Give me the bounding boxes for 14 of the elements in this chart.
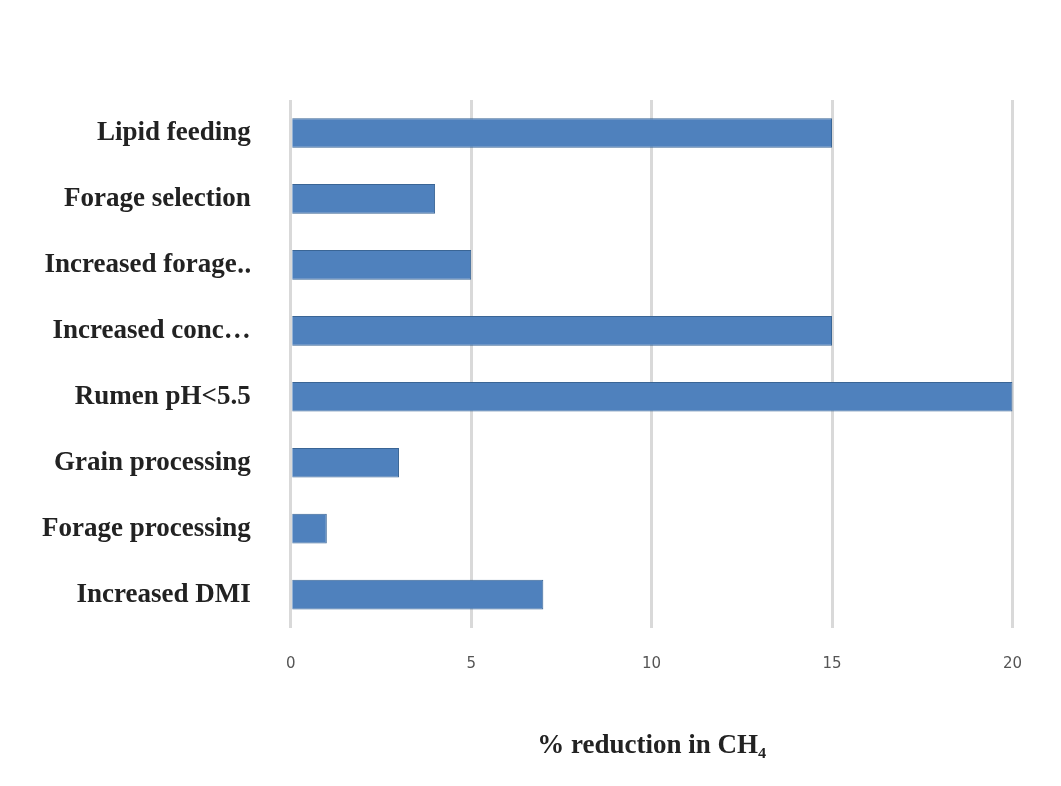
y-tick-label: Rumen pH<5.5 (74, 379, 251, 410)
y-tick-label: Forage processing (41, 511, 252, 542)
y-tick-label: Increased DMI (76, 577, 251, 608)
x-tick-label: 20 (1002, 654, 1022, 673)
x-axis-title: % reduction in CH₄ (537, 728, 767, 759)
y-tick-label: Grain processing (53, 445, 252, 476)
x-tick-label: 5 (466, 654, 476, 673)
y-tick-label: Increased forage‥ (44, 247, 251, 278)
x-tick-label: 0 (285, 654, 296, 673)
y-tick-label: Forage selection (64, 181, 251, 212)
x-tick-label: 10 (642, 654, 662, 673)
y-tick-label: Increased conc… (52, 313, 251, 344)
y-tick-label: Lipid feeding (96, 115, 252, 146)
x-tick-label: 15 (822, 654, 842, 673)
